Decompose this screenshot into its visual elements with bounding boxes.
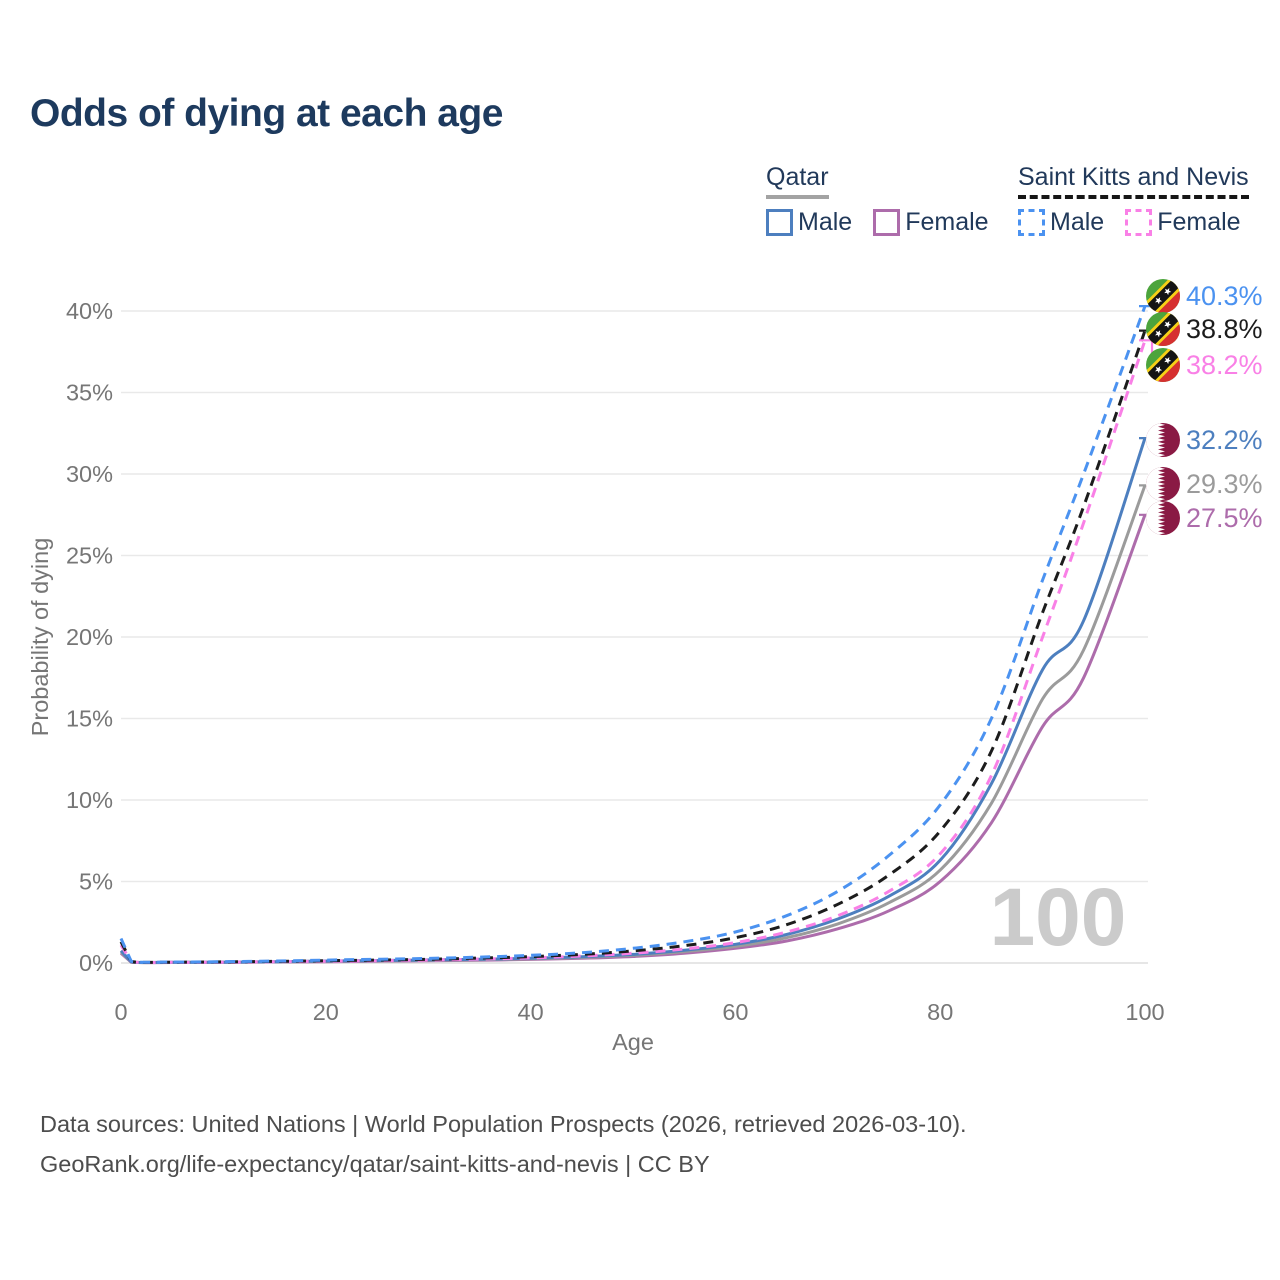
- flag-qatar-icon: [1146, 501, 1180, 535]
- end-value-label-qatar-male: 32.2%: [1186, 425, 1263, 455]
- x-tick-label: 20: [313, 999, 339, 1025]
- end-value-label-qatar-all: 29.3%: [1186, 469, 1263, 499]
- legend-group-saint-kitts-and-nevis: Saint Kitts and Nevis Male Female: [1018, 163, 1262, 237]
- y-tick-label: 20%: [66, 624, 113, 650]
- y-tick-label: 30%: [66, 461, 113, 487]
- legend-item-skn-male[interactable]: Male: [1018, 208, 1104, 237]
- end-value-label-skn-male: 40.3%: [1186, 281, 1263, 311]
- x-tick-label: 40: [518, 999, 544, 1025]
- x-tick-label: 0: [114, 999, 127, 1025]
- y-tick-label: 5%: [79, 869, 113, 895]
- end-value-label-qatar-female: 27.5%: [1186, 503, 1263, 533]
- footer-attribution: GeoRank.org/life-expectancy/qatar/saint-…: [40, 1151, 710, 1177]
- legend-group-qatar: Qatar Male Female: [766, 163, 1010, 237]
- flag-qatar-icon: [1146, 423, 1180, 457]
- y-tick-label: 35%: [66, 380, 113, 406]
- qatar-female-swatch-icon: [873, 209, 901, 236]
- flag-qatar-icon: [1146, 467, 1180, 501]
- legend-label-skn-male: Male: [1050, 208, 1105, 236]
- skn-male-swatch-icon: [1018, 209, 1045, 236]
- series-line-skn-all: [119, 330, 1147, 964]
- legend-item-skn-female[interactable]: Female: [1125, 208, 1241, 237]
- series-line-skn-male: [119, 305, 1147, 964]
- legend-label-skn-female: Female: [1157, 208, 1241, 236]
- legend-item-qatar-female[interactable]: Female: [873, 208, 989, 237]
- age-watermark: 100: [990, 872, 1127, 963]
- legend-label-qatar-female: Female: [905, 208, 989, 236]
- skn-female-swatch-icon: [1125, 209, 1153, 236]
- end-value-label-skn-female: 38.2%: [1186, 350, 1263, 380]
- y-tick-label: 10%: [66, 787, 113, 813]
- y-tick-label: 40%: [66, 298, 113, 324]
- y-axis-label: Probability of dying: [27, 538, 53, 737]
- flag-saint-kitts-and-nevis-icon: [1146, 312, 1180, 346]
- end-value-label-skn-all: 38.8%: [1186, 314, 1263, 344]
- legend-label-qatar-male: Male: [798, 208, 853, 236]
- series-line-skn-female: [119, 339, 1147, 964]
- y-tick-label: 15%: [66, 706, 113, 732]
- legend-item-qatar-male[interactable]: Male: [766, 208, 852, 237]
- qatar-male-swatch-icon: [766, 209, 793, 236]
- legend-qatar-title: Qatar: [766, 163, 829, 199]
- legend-skn-title: Saint Kitts and Nevis: [1018, 163, 1249, 199]
- flag-saint-kitts-and-nevis-icon: [1146, 279, 1180, 313]
- footer: Data sources: United Nations | World Pop…: [40, 1104, 967, 1184]
- x-tick-label: 80: [927, 999, 953, 1025]
- x-axis-label: Age: [612, 1029, 654, 1055]
- x-tick-label: 60: [722, 999, 748, 1025]
- flag-saint-kitts-and-nevis-icon: [1146, 348, 1180, 382]
- y-tick-label: 25%: [66, 543, 113, 569]
- chart-title: Odds of dying at each age: [30, 92, 503, 135]
- y-tick-label: 0%: [79, 950, 113, 976]
- x-tick-label: 100: [1125, 999, 1164, 1025]
- footer-data-sources: Data sources: United Nations | World Pop…: [40, 1111, 967, 1137]
